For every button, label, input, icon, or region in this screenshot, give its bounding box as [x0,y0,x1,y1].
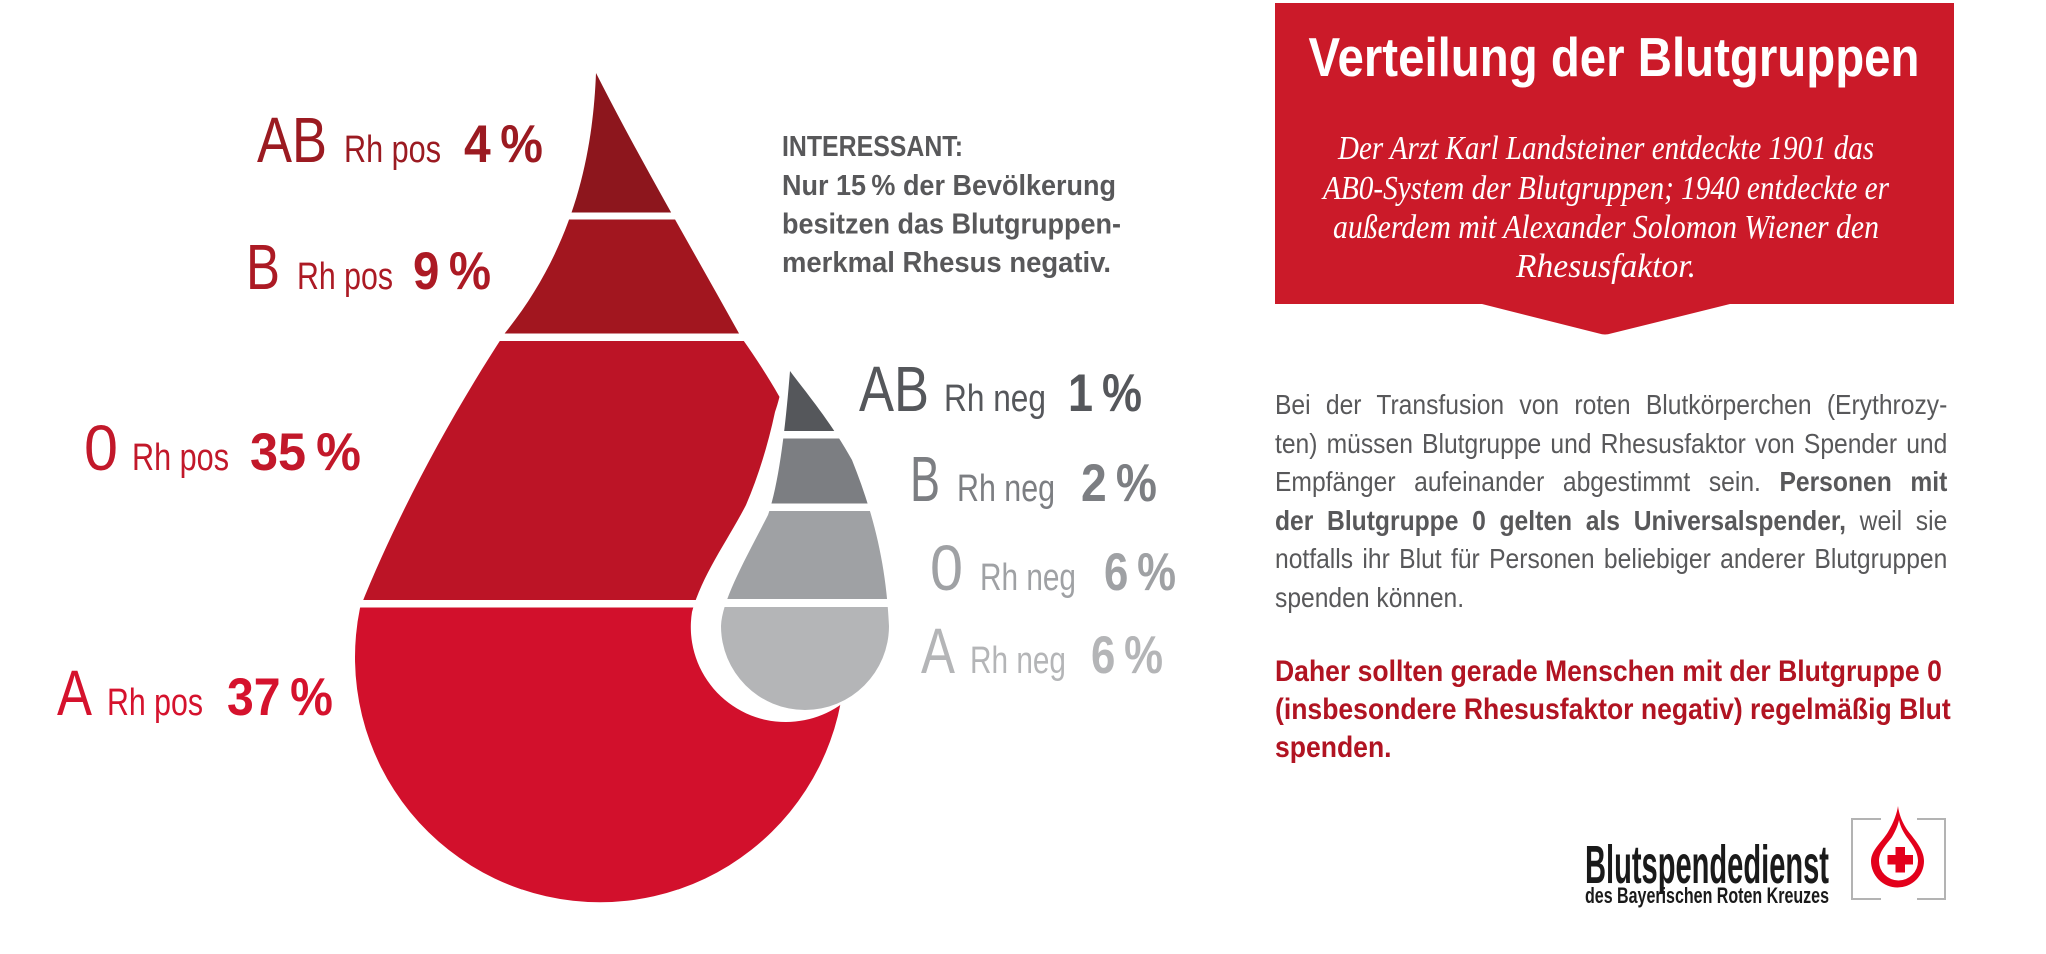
svg-text:merkmal Rhesus negativ.: merkmal Rhesus negativ. [782,247,1111,279]
svg-text:Rh neg: Rh neg [944,378,1046,420]
svg-text:A: A [57,657,92,729]
svg-text:Rh neg: Rh neg [970,640,1066,682]
svg-text:AB: AB [257,104,327,176]
svg-text:35 %: 35 % [250,423,361,482]
svg-text:des Bayerischen Roten Kreuzes: des Bayerischen Roten Kreuzes [1585,883,1829,908]
svg-text:Nur 15 % der Bevölkerung: Nur 15 % der Bevölkerung [782,170,1116,202]
svg-text:B: B [246,231,280,303]
svg-text:außerdem mit Alexander Solomon: außerdem mit Alexander Solomon Wiener de… [1333,209,1879,246]
svg-text:Rhesusfaktor.: Rhesusfaktor. [1515,248,1696,285]
svg-text:Rh pos: Rh pos [344,129,441,171]
svg-text:2 %: 2 % [1081,454,1157,513]
svg-text:besitzen das Blutgruppen-: besitzen das Blutgruppen- [782,209,1121,241]
svg-text:Rh pos: Rh pos [297,256,393,298]
svg-text:A: A [921,615,955,687]
svg-text:INTERESSANT:: INTERESSANT: [782,131,963,163]
svg-text:0: 0 [930,532,963,604]
svg-text:Rh neg: Rh neg [957,468,1055,510]
svg-text:B: B [910,443,940,515]
svg-text:Rh pos: Rh pos [107,682,203,724]
svg-text:Der Arzt Karl Landsteiner entd: Der Arzt Karl Landsteiner entdeckte 1901… [1337,130,1874,167]
svg-text:6 %: 6 % [1091,626,1163,685]
svg-text:6 %: 6 % [1104,543,1176,602]
svg-text:Blutspendedienst: Blutspendedienst [1585,835,1829,895]
svg-text:4 %: 4 % [464,115,543,174]
svg-text:Verteilung der Blutgruppen: Verteilung der Blutgruppen [1309,26,1920,88]
svg-text:AB: AB [859,353,929,425]
svg-text:37 %: 37 % [227,668,333,727]
svg-text:AB0-System der Blutgruppen; 19: AB0-System der Blutgruppen; 1940 entdeck… [1321,170,1889,207]
svg-text:Rh neg: Rh neg [980,557,1076,599]
svg-text:9 %: 9 % [413,242,491,301]
svg-text:1 %: 1 % [1068,364,1142,423]
svg-text:0: 0 [84,412,118,484]
svg-text:Rh pos: Rh pos [132,437,229,479]
